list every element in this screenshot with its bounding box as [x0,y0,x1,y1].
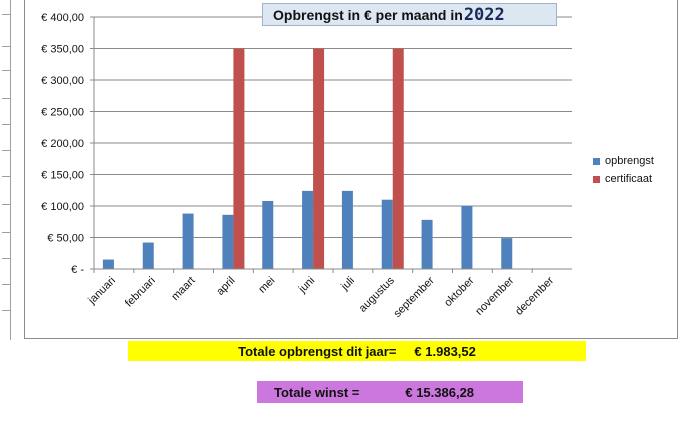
total-opbrengst-label: Totale opbrengst dit jaar= [238,343,397,359]
legend-label-opbrengst: opbrengst [605,155,654,167]
legend[interactable]: opbrengst certificaat [593,152,654,188]
x-tick-label: mei [256,275,277,296]
y-tick-label: € 300,00 [41,75,84,87]
x-tick-label: januari [85,275,118,308]
total-opbrengst-cell[interactable]: Totale opbrengst dit jaar= € 1.983,52 [128,341,586,361]
chart-title: Opbrengst in € per maand in [273,6,463,23]
legend-item-certificaat: certificaat [593,170,654,188]
total-winst-value: € 15.386,28 [405,384,475,400]
legend-swatch-certificaat [593,175,600,183]
bar-opbrengst [461,206,473,269]
x-tick-label: april [214,275,237,298]
x-tick-label: februari [123,275,158,310]
y-tick-label: € 350,00 [41,44,84,56]
y-tick-label: € 50,00 [47,233,84,245]
bar-opbrengst [222,214,234,269]
bar-opbrengst [142,242,154,269]
x-tick-label: maart [169,275,197,303]
left-ruler [0,0,11,340]
x-tick-label: oktober [442,274,477,309]
total-opbrengst-value: € 1.983,52 [414,343,476,359]
total-winst-label: Totale winst = [274,384,360,400]
x-tick-label: november [473,274,516,317]
y-tick-label: € 250,00 [41,107,84,119]
bar-certificaat [392,48,404,269]
x-tick-label: juli [338,275,357,294]
bar-certificaat [233,48,245,269]
legend-swatch-opbrengst [593,157,600,165]
chart-title-box[interactable]: Opbrengst in € per maand in 2022 [262,3,557,26]
total-winst-cell[interactable]: Totale winst = € 15.386,28 [257,381,523,403]
x-tick-label: augustus [357,274,397,314]
chart-title-year: 2022 [463,4,505,25]
x-tick-label: december [513,274,556,317]
y-tick-label: € 100,00 [41,201,84,213]
bar-opbrengst [381,199,393,269]
bar-opbrengst [421,219,433,269]
y-tick-label: € - [71,264,84,276]
bar-opbrengst [302,190,314,269]
y-tick-label: € 200,00 [41,138,84,150]
bar-opbrengst [262,200,274,269]
bar-chart: € - € 50,00 € 100,00 € 150,00 € 200,00 € 250,… [41,12,572,320]
x-tick-label: juni [296,275,317,296]
bar-opbrengst [102,259,114,269]
bar-opbrengst [182,213,194,269]
bar-opbrengst [341,190,353,269]
bar-opbrengst [501,238,513,269]
legend-label-certificaat: certificaat [605,173,653,185]
chart-area[interactable] [24,0,678,339]
legend-item-opbrengst: opbrengst [593,152,654,170]
bar-certificaat [313,48,325,269]
y-tick-label: € 400,00 [41,12,84,24]
y-tick-label: € 150,00 [41,170,84,182]
x-tick-label: september [391,274,436,319]
